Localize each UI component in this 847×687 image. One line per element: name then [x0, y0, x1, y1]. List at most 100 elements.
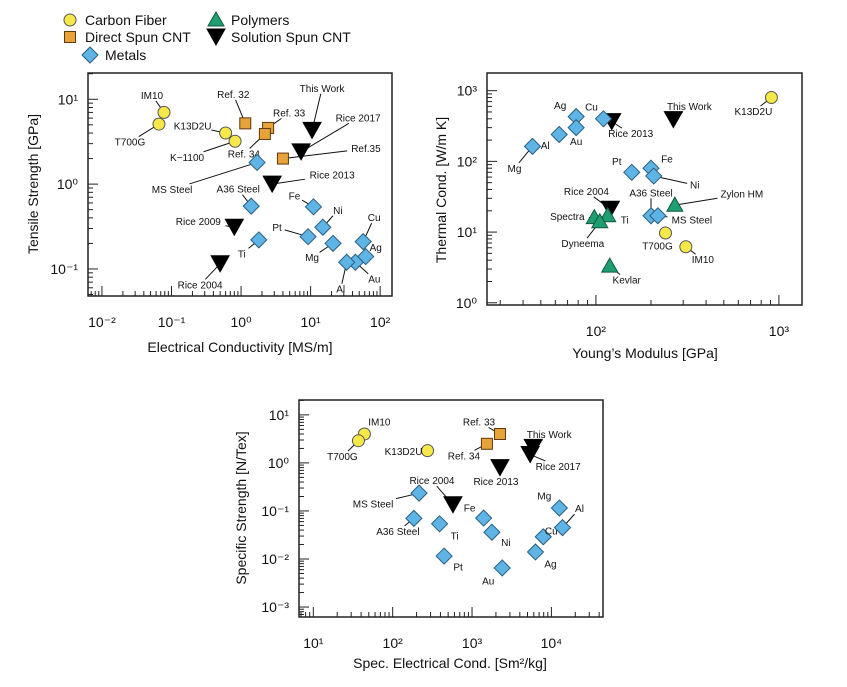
leader-line: [312, 93, 322, 127]
data-point-metal: [405, 509, 423, 528]
point-label: Ti: [621, 215, 629, 226]
leader-line: [204, 266, 218, 280]
point-label: Rice 2004: [178, 280, 223, 291]
y-tick-label: 10³: [457, 83, 478, 99]
legend-marker-ss: [206, 28, 226, 47]
point-label: Fe: [464, 504, 476, 515]
point-label: Cu: [585, 102, 598, 113]
data-point-ds: [480, 437, 493, 450]
y-tick-label: 10¹: [457, 224, 478, 240]
x-axis-label: Electrical Conductivity [MS/m]: [147, 339, 332, 355]
data-point-metal: [474, 509, 493, 527]
leader-line: [189, 163, 254, 185]
data-point-metal: [550, 499, 569, 517]
x-axis-label: Young’s Modulus [GPa]: [572, 345, 718, 361]
leader-line: [286, 150, 348, 159]
x-tick-label: 10¹: [303, 635, 324, 651]
data-point-metal: [523, 137, 542, 156]
point-label: A36 Steel: [217, 185, 260, 196]
chart-thermal-vs-modulus: 10² 10³ 10⁰ 10¹ 10² 10³ Young’s Modulus [GPa] T…: [433, 72, 803, 361]
data-point-ds: [239, 117, 252, 130]
point-label: Au: [482, 576, 494, 587]
point-label: Rice 2013: [608, 129, 653, 140]
point-label: Ag: [554, 101, 566, 112]
data-point-ds: [276, 152, 289, 165]
point-label: Pt: [272, 223, 282, 234]
point-label: MS Steel: [353, 500, 394, 511]
point-label: Mg: [305, 253, 319, 264]
x-axis-label: Spec. Electrical Cond. [Sm²/kg]: [353, 655, 547, 671]
point-label: Ni: [333, 206, 342, 217]
x-tick-label: 10⁰: [230, 314, 252, 330]
point-label: Rice 2013: [310, 171, 355, 182]
point-label: Cu: [368, 213, 381, 224]
point-label: Rice 2013: [473, 477, 518, 488]
point-label: Ref. 32: [217, 90, 250, 101]
point-label: T700G: [115, 138, 146, 149]
y-axis-label: Thermal Cond. [W/m K]: [433, 117, 449, 263]
point-label: MS Steel: [672, 215, 713, 226]
data-point-metal: [314, 218, 332, 236]
leader-line: [364, 222, 373, 239]
point-label: This Work: [527, 430, 573, 441]
y-axis-label: Specific Strength [N/Tex]: [233, 431, 249, 584]
y-tick-label: 10⁰: [456, 295, 478, 311]
leader-line: [235, 99, 245, 120]
point-label: Mg: [508, 164, 522, 175]
y-tick-label: 10⁰: [268, 455, 290, 471]
point-label: Ref.35: [351, 144, 381, 155]
legend-label: Metals: [105, 47, 146, 63]
y-tick-label: 10²: [457, 153, 478, 169]
data-point-cf: [228, 134, 242, 148]
data-point-metal: [550, 125, 568, 144]
point-label: Au: [368, 275, 380, 286]
point-label: Spectra: [550, 212, 585, 223]
data-point-metal: [649, 207, 667, 225]
point-label: Ti: [451, 531, 459, 542]
data-point-poly: [598, 206, 617, 223]
data-point-cf: [764, 91, 778, 105]
data-point-metal: [304, 198, 323, 216]
data-point-metal: [623, 163, 641, 182]
leader-line: [614, 123, 623, 129]
data-point-metal: [410, 484, 428, 502]
x-tick-label: 10⁻²: [88, 314, 116, 330]
point-label: Ref. 34: [448, 451, 481, 462]
plot-frame: [298, 399, 604, 618]
y-tick-label: 10¹: [58, 91, 79, 107]
data-point-poly: [600, 257, 619, 273]
y-axis-label: Tensile Strength [GPa]: [25, 114, 41, 254]
data-point-cf: [679, 240, 693, 254]
leader-line: [203, 142, 232, 153]
data-point-metal: [567, 118, 585, 137]
legend-label: Direct Spun CNT: [85, 29, 191, 45]
point-label: Rice 2017: [536, 462, 581, 473]
point-label: Cu: [545, 526, 558, 537]
point-label: IM10: [141, 91, 164, 102]
point-label: IM10: [692, 255, 715, 266]
point-label: This Work: [300, 84, 346, 95]
point-label: Fe: [289, 191, 301, 202]
point-label: Fe: [661, 155, 673, 166]
point-label: T700G: [327, 452, 358, 463]
point-label: Ni: [690, 181, 699, 192]
data-point-cf: [658, 226, 672, 240]
point-label: Pt: [453, 563, 463, 574]
x-tick-label: 10³: [462, 635, 483, 651]
data-point-metal: [534, 528, 552, 546]
point-label: Au: [570, 137, 582, 148]
point-label: A36 Steel: [376, 527, 419, 538]
data-point-cf: [157, 105, 171, 119]
chart-specific-strength-vs-spec-conductivity: 10¹ 10² 10³ 10⁴ 10⁻³ 10⁻² 10⁻¹ 10⁰ 10¹ Spec. Elec…: [233, 399, 604, 671]
point-label: Ag: [370, 243, 382, 254]
legend-marker-poly: [207, 10, 225, 27]
point-label: Rice 2004: [564, 187, 609, 198]
data-point-ss: [600, 200, 621, 219]
data-point-metal: [299, 227, 317, 246]
point-label: Rice 2009: [176, 217, 221, 228]
data-point-metal: [354, 232, 372, 251]
point-label: K13D2U: [735, 107, 773, 118]
data-point-ss: [224, 218, 245, 237]
data-point-ds: [258, 127, 271, 140]
